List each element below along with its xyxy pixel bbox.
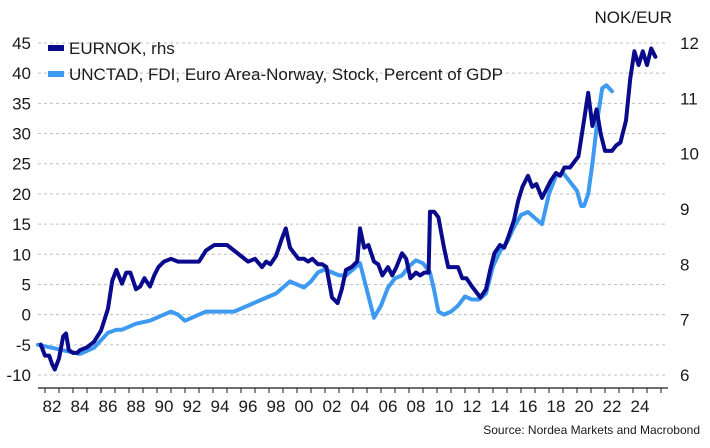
left-y-tick-label: 10 (12, 245, 31, 264)
x-tick-label: 98 (267, 397, 286, 416)
right-y-tick-label: 10 (680, 145, 699, 164)
x-tick-label: 18 (547, 397, 566, 416)
x-tick-label: 06 (379, 397, 398, 416)
series-layer (36, 46, 658, 372)
right-y-tick-label: 8 (680, 255, 689, 274)
x-tick-label: 20 (575, 397, 594, 416)
right-y-tick-label: 11 (680, 89, 698, 108)
x-tick-label: 14 (491, 397, 510, 416)
grid (38, 42, 668, 376)
left-y-tick-label: 40 (12, 64, 31, 83)
series-line-fdi-stock (36, 83, 614, 356)
x-tick-label: 04 (351, 397, 370, 416)
x-tick-label: 96 (239, 397, 258, 416)
x-axis: 82 84 86 88 90 92 94 96 98 00 02 04 06 08 10 12 14 16 18 20… (43, 388, 662, 416)
right-y-tick-label: 12 (680, 34, 699, 53)
x-tick-label: 10 (435, 397, 454, 416)
x-tick-label: 24 (631, 397, 650, 416)
left-y-tick-label: -10 (6, 366, 31, 385)
legend-swatch (48, 71, 64, 77)
x-tick-label: 12 (463, 397, 482, 416)
legend-label: UNCTAD, FDI, Euro Area-Norway, Stock, Pe… (69, 65, 503, 84)
left-y-tick-label: 20 (12, 185, 31, 204)
legend: EURNOK, rhs UNCTAD, FDI, Euro Area-Norway… (48, 39, 503, 84)
x-tick-label: 86 (99, 397, 118, 416)
series-line-eurnok (38, 46, 658, 372)
right-axis-unit: NOK/EUR (595, 8, 672, 27)
x-tick-label: 00 (295, 397, 314, 416)
left-y-tick-label: 25 (12, 155, 31, 174)
left-y-axis: -10 -5 0 5 10 15 20 25 30 35 40 45 (6, 34, 31, 385)
left-y-tick-label: 15 (12, 215, 31, 234)
left-y-tick-label: 35 (12, 94, 31, 113)
left-y-tick-label: 30 (12, 125, 31, 144)
x-tick-label: 08 (407, 397, 426, 416)
x-tick-label: 88 (127, 397, 146, 416)
x-tick-label: 02 (323, 397, 342, 416)
left-y-tick-label: -5 (16, 336, 31, 355)
legend-swatch (48, 45, 64, 51)
x-tick-label: 92 (183, 397, 202, 416)
left-y-tick-label: 0 (22, 306, 31, 325)
right-y-tick-label: 9 (680, 200, 689, 219)
right-y-tick-label: 6 (680, 366, 689, 385)
x-tick-label: 94 (211, 397, 230, 416)
left-y-tick-label: 5 (22, 275, 31, 294)
right-y-tick-label: 7 (680, 311, 689, 330)
source-note: Source: Nordea Markets and Macrobond (483, 423, 700, 437)
legend-label: EURNOK, rhs (69, 39, 175, 58)
x-tick-label: 84 (71, 397, 90, 416)
left-y-tick-label: 45 (12, 34, 31, 53)
x-tick-label: 90 (155, 397, 174, 416)
x-tick-label: 16 (519, 397, 538, 416)
right-y-axis: 6 7 8 9 10 11 12 (680, 34, 699, 385)
x-tick-label: 82 (43, 397, 62, 416)
x-tick-label: 22 (603, 397, 622, 416)
